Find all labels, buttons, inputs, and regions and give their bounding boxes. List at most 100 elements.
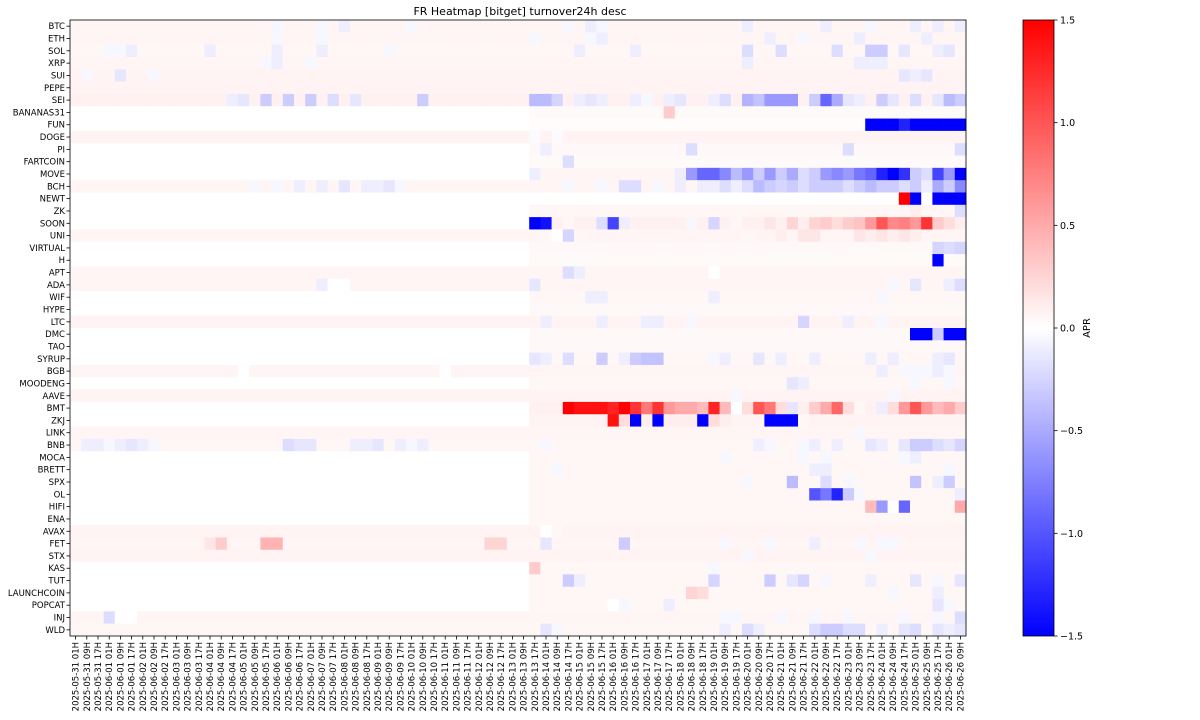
heatmap-cell (809, 44, 821, 58)
heatmap-cell (854, 525, 866, 538)
heatmap-cell (226, 475, 239, 489)
heatmap-cell (585, 500, 597, 514)
heatmap-cell (249, 438, 261, 452)
heatmap-cell (103, 167, 116, 181)
heatmap-cell (686, 44, 698, 58)
heatmap-cell (842, 155, 855, 169)
heatmap-cell (540, 303, 552, 317)
heatmap-cell (921, 340, 933, 353)
heatmap-cell (70, 254, 82, 267)
heatmap-cell (753, 463, 765, 477)
heatmap-cell (327, 475, 340, 489)
heatmap-cell (338, 549, 351, 563)
heatmap-cell (159, 303, 172, 317)
heatmap-cell (372, 32, 384, 45)
heatmap-cell (674, 364, 687, 378)
heatmap-cell (574, 167, 586, 181)
heatmap-cell (170, 340, 183, 353)
heatmap-cell (775, 229, 788, 243)
heatmap-cell (126, 586, 138, 600)
heatmap-cell (831, 352, 844, 366)
heatmap-cell (764, 438, 776, 452)
heatmap-cell (887, 167, 900, 181)
heatmap-cell (932, 451, 944, 464)
heatmap-cell (932, 401, 944, 415)
heatmap-cell (607, 623, 620, 637)
heatmap-cell (361, 130, 373, 144)
heatmap-cell (70, 56, 82, 70)
heatmap-cell (932, 20, 944, 33)
heatmap-cell (674, 229, 687, 243)
heatmap-cell (271, 352, 284, 366)
heatmap-cell (70, 352, 82, 366)
x-tick-label: 2025-06-21 01H (777, 642, 787, 711)
heatmap-cell (193, 291, 205, 304)
heatmap-cell (215, 340, 228, 353)
heatmap-cell (630, 623, 642, 637)
heatmap-cell (327, 278, 340, 292)
heatmap-cell (282, 93, 295, 107)
heatmap-cell (630, 562, 642, 575)
heatmap-cell (540, 217, 552, 230)
heatmap-cell (282, 56, 295, 70)
heatmap-cell (954, 229, 967, 243)
heatmap-cell (742, 69, 754, 82)
heatmap-cell (316, 525, 328, 538)
heatmap-cell (775, 217, 788, 230)
heatmap-cell (574, 81, 586, 95)
heatmap-cell (484, 414, 496, 427)
heatmap-cell (742, 340, 754, 353)
heatmap-cell (137, 340, 149, 353)
heatmap-cell (674, 475, 687, 489)
heatmap-cell (428, 438, 440, 452)
heatmap-cell (148, 463, 160, 477)
heatmap-cell (641, 537, 653, 551)
heatmap-cell (170, 377, 183, 390)
heatmap-cell (932, 229, 944, 243)
heatmap-cell (338, 143, 351, 156)
heatmap-cell (215, 155, 228, 169)
heatmap-cell (842, 118, 855, 132)
heatmap-cell (70, 414, 82, 427)
heatmap-cell (518, 155, 530, 169)
heatmap-cell (686, 500, 698, 514)
heatmap-cell (338, 451, 351, 464)
heatmap-cell (809, 599, 821, 612)
heatmap-cell (126, 463, 138, 477)
heatmap-cell (159, 93, 172, 107)
heatmap-cell (350, 623, 362, 637)
heatmap-cell (282, 414, 295, 427)
heatmap-cell (932, 69, 944, 82)
heatmap-cell (294, 56, 306, 70)
heatmap-cell (630, 44, 642, 58)
heatmap-cell (674, 303, 687, 317)
heatmap-cell (921, 525, 933, 538)
heatmap-cell (439, 352, 452, 366)
heatmap-cell (574, 599, 586, 612)
heatmap-cell (249, 364, 261, 378)
heatmap-cell (540, 130, 552, 144)
heatmap-cell (81, 389, 93, 403)
heatmap-cell (316, 266, 328, 280)
heatmap-cell (215, 623, 228, 637)
heatmap-cell (686, 475, 698, 489)
heatmap-cell (193, 303, 205, 317)
heatmap-cell (753, 106, 765, 119)
heatmap-cell (159, 549, 172, 563)
x-tick-label: 2025-06-08 01H (340, 642, 350, 711)
heatmap-cell (148, 20, 160, 33)
heatmap-cell (170, 414, 183, 427)
heatmap-cell (327, 44, 340, 58)
heatmap-cell (406, 303, 418, 317)
heatmap-cell (170, 180, 183, 193)
heatmap-cell (518, 512, 530, 526)
heatmap-cell (327, 512, 340, 526)
heatmap-cell (910, 69, 922, 82)
heatmap-cell (282, 192, 295, 206)
heatmap-cell (383, 155, 396, 169)
y-tick-label: SOL (48, 47, 65, 57)
heatmap-cell (540, 586, 552, 600)
heatmap-cell (294, 475, 306, 489)
heatmap-cell (798, 118, 810, 132)
heatmap-cell (338, 32, 351, 45)
